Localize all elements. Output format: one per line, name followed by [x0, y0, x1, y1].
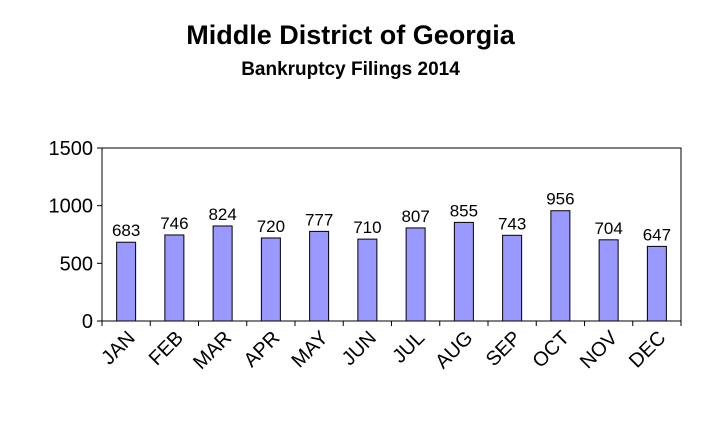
x-tick-label: MAY [288, 327, 333, 372]
x-tick-label: JUL [388, 327, 429, 368]
y-tick-label: 0 [82, 311, 93, 333]
data-label: 824 [208, 205, 236, 224]
x-tick-label: JAN [97, 327, 139, 369]
x-tick-label: MAR [189, 327, 236, 374]
data-label: 704 [594, 219, 622, 238]
data-label: 777 [305, 210, 333, 229]
chart-subtitle: Bankruptcy Filings 2014 [241, 59, 460, 80]
data-label: 746 [160, 214, 188, 233]
y-tick-label: 500 [60, 253, 93, 275]
x-tick-label: DEC [625, 327, 670, 372]
bar-apr [260, 237, 281, 322]
bar-may [309, 230, 330, 322]
x-tick-label: NOV [576, 327, 623, 374]
bar-oct [550, 210, 571, 322]
x-tick-label: FEB [145, 327, 188, 370]
x-tick-label: JUN [338, 327, 381, 370]
data-label: 710 [353, 218, 381, 237]
x-tick-label: OCT [529, 327, 574, 372]
bar-aug [453, 221, 474, 322]
y-tick-label: 1000 [49, 196, 94, 218]
data-label: 683 [112, 221, 140, 240]
data-label: 956 [546, 190, 574, 209]
bar-jul [405, 227, 426, 322]
x-tick-label: SEP [482, 327, 526, 371]
data-label: 743 [498, 214, 526, 233]
data-label: 807 [401, 207, 429, 226]
bar-nov [598, 239, 619, 322]
chart-title: Middle District of Georgia [186, 20, 515, 50]
bar-mar [212, 225, 233, 322]
data-label: 647 [643, 225, 671, 244]
bar-dec [646, 245, 667, 322]
bar-jun [357, 238, 378, 322]
x-tick-label: AUG [431, 327, 477, 373]
bar-feb [164, 234, 185, 322]
data-label: 720 [257, 217, 285, 236]
x-tick-label: APR [240, 327, 285, 372]
bar-sep [502, 234, 523, 322]
bar-jan [116, 241, 137, 322]
y-tick-label: 1500 [49, 138, 94, 160]
data-label: 855 [450, 201, 478, 220]
